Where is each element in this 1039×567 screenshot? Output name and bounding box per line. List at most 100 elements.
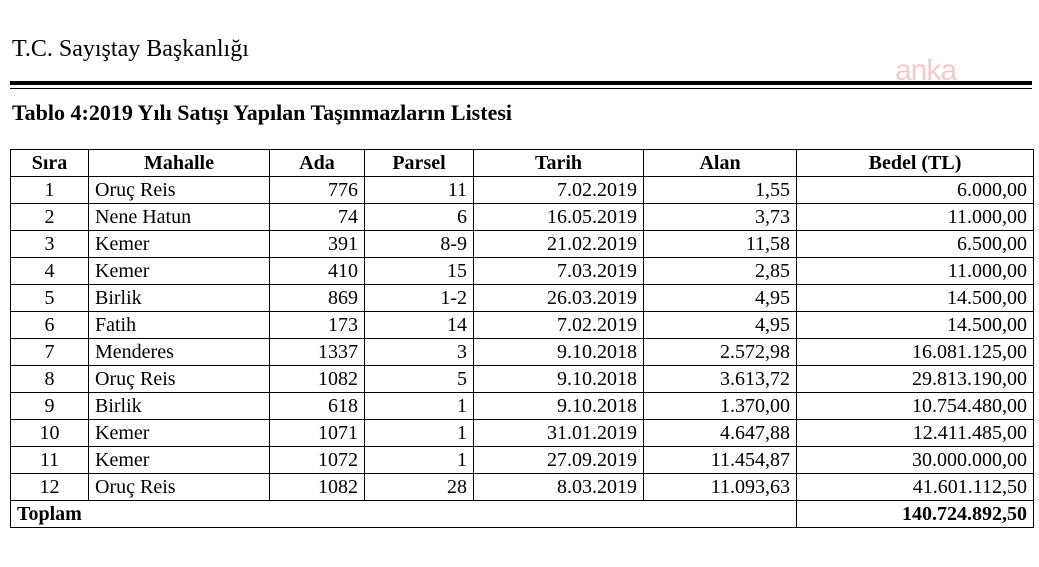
cell-alan: 4,95	[643, 311, 797, 339]
table-row: 4 Kemer 410 15 7.03.2019 2,85 11.000,00	[10, 257, 1034, 285]
cell-bedel: 29.813.190,00	[796, 365, 1034, 393]
cell-sira: 4	[10, 257, 89, 285]
cell-sira: 12	[10, 473, 89, 501]
cell-sira: 9	[10, 392, 89, 420]
table-body: 1 Oruç Reis 776 11 7.02.2019 1,55 6.000,00 2 Nen…	[10, 176, 1034, 501]
table-row: 11 Kemer 1072 1 27.09.2019 11.454,87 30.000.00…	[10, 446, 1034, 474]
cell-alan: 2.572,98	[643, 338, 797, 366]
cell-alan: 1,55	[643, 176, 797, 204]
cell-alan: 2,85	[643, 257, 797, 285]
cell-parsel: 28	[364, 473, 474, 501]
cell-ada: 776	[269, 176, 365, 204]
cell-sira: 2	[10, 203, 89, 231]
column-header-sira: Sıra	[10, 149, 89, 177]
cell-ada: 173	[269, 311, 365, 339]
table-row: 10 Kemer 1071 1 31.01.2019 4.647,88 12.411.485…	[10, 419, 1034, 447]
cell-alan: 3,73	[643, 203, 797, 231]
column-header-tarih: Tarih	[473, 149, 644, 177]
table-row: 9 Birlik 618 1 9.10.2018 1.370,00 10.754.480,0…	[10, 392, 1034, 420]
cell-ada: 1337	[269, 338, 365, 366]
cell-bedel: 11.000,00	[796, 203, 1034, 231]
cell-tarih: 9.10.2018	[473, 338, 644, 366]
cell-mahalle: Menderes	[88, 338, 270, 366]
cell-parsel: 3	[364, 338, 474, 366]
cell-ada: 410	[269, 257, 365, 285]
column-header-parsel: Parsel	[364, 149, 474, 177]
cell-tarih: 16.05.2019	[473, 203, 644, 231]
cell-parsel: 14	[364, 311, 474, 339]
cell-bedel: 14.500,00	[796, 284, 1034, 312]
cell-mahalle: Oruç Reis	[88, 365, 270, 393]
cell-tarih: 7.02.2019	[473, 311, 644, 339]
cell-alan: 11.093,63	[643, 473, 797, 501]
column-header-mahalle: Mahalle	[88, 149, 270, 177]
cell-ada: 618	[269, 392, 365, 420]
table-row: 8 Oruç Reis 1082 5 9.10.2018 3.613,72 29.813.1…	[10, 365, 1034, 393]
table-row: 3 Kemer 391 8-9 21.02.2019 11,58 6.500,00	[10, 230, 1034, 258]
cell-mahalle: Fatih	[88, 311, 270, 339]
table-row: 6 Fatih 173 14 7.02.2019 4,95 14.500,00	[10, 311, 1034, 339]
cell-ada: 1082	[269, 365, 365, 393]
cell-sira: 10	[10, 419, 89, 447]
cell-bedel: 41.601.112,50	[796, 473, 1034, 501]
table-title: Tablo 4:2019 Yılı Satışı Yapılan Taşınma…	[12, 100, 513, 125]
cell-bedel: 16.081.125,00	[796, 338, 1034, 366]
total-label: Toplam	[10, 500, 797, 528]
cell-mahalle: Birlik	[88, 284, 270, 312]
cell-alan: 11,58	[643, 230, 797, 258]
cell-parsel: 15	[364, 257, 474, 285]
cell-mahalle: Kemer	[88, 257, 270, 285]
table-header-row: Sıra Mahalle Ada Parsel Tarih Alan Bedel…	[10, 149, 1034, 177]
cell-mahalle: Kemer	[88, 230, 270, 258]
cell-tarih: 26.03.2019	[473, 284, 644, 312]
cell-parsel: 8-9	[364, 230, 474, 258]
cell-sira: 3	[10, 230, 89, 258]
cell-tarih: 9.10.2018	[473, 392, 644, 420]
cell-parsel: 11	[364, 176, 474, 204]
cell-parsel: 1-2	[364, 284, 474, 312]
cell-parsel: 1	[364, 446, 474, 474]
table-row: 5 Birlik 869 1-2 26.03.2019 4,95 14.500,00	[10, 284, 1034, 312]
cell-tarih: 7.03.2019	[473, 257, 644, 285]
cell-mahalle: Oruç Reis	[88, 176, 270, 204]
total-value: 140.724.892,50	[796, 500, 1034, 528]
cell-tarih: 7.02.2019	[473, 176, 644, 204]
cell-ada: 869	[269, 284, 365, 312]
cell-mahalle: Kemer	[88, 446, 270, 474]
cell-mahalle: Kemer	[88, 419, 270, 447]
cell-ada: 74	[269, 203, 365, 231]
header-rule-thick	[10, 81, 1032, 85]
cell-mahalle: Nene Hatun	[88, 203, 270, 231]
cell-tarih: 31.01.2019	[473, 419, 644, 447]
cell-bedel: 14.500,00	[796, 311, 1034, 339]
cell-ada: 1082	[269, 473, 365, 501]
property-sales-table: Sıra Mahalle Ada Parsel Tarih Alan Bedel…	[10, 149, 1034, 528]
cell-sira: 6	[10, 311, 89, 339]
table-row: 1 Oruç Reis 776 11 7.02.2019 1,55 6.000,00	[10, 176, 1034, 204]
column-header-alan: Alan	[643, 149, 797, 177]
cell-bedel: 6.000,00	[796, 176, 1034, 204]
table-row: 7 Menderes 1337 3 9.10.2018 2.572,98 16.081.12…	[10, 338, 1034, 366]
table-row: 12 Oruç Reis 1082 28 8.03.2019 11.093,63 41.60…	[10, 473, 1034, 501]
cell-sira: 8	[10, 365, 89, 393]
header-rule-thin	[10, 88, 1032, 89]
cell-ada: 1071	[269, 419, 365, 447]
cell-mahalle: Birlik	[88, 392, 270, 420]
cell-alan: 11.454,87	[643, 446, 797, 474]
cell-tarih: 27.09.2019	[473, 446, 644, 474]
cell-alan: 4,95	[643, 284, 797, 312]
cell-parsel: 1	[364, 392, 474, 420]
cell-ada: 391	[269, 230, 365, 258]
cell-alan: 4.647,88	[643, 419, 797, 447]
column-header-ada: Ada	[269, 149, 365, 177]
cell-tarih: 8.03.2019	[473, 473, 644, 501]
cell-bedel: 10.754.480,00	[796, 392, 1034, 420]
total-row: Toplam 140.724.892,50	[10, 500, 1034, 528]
cell-tarih: 9.10.2018	[473, 365, 644, 393]
cell-ada: 1072	[269, 446, 365, 474]
column-header-bedel: Bedel (TL)	[796, 149, 1034, 177]
cell-bedel: 6.500,00	[796, 230, 1034, 258]
cell-tarih: 21.02.2019	[473, 230, 644, 258]
cell-parsel: 5	[364, 365, 474, 393]
cell-bedel: 11.000,00	[796, 257, 1034, 285]
